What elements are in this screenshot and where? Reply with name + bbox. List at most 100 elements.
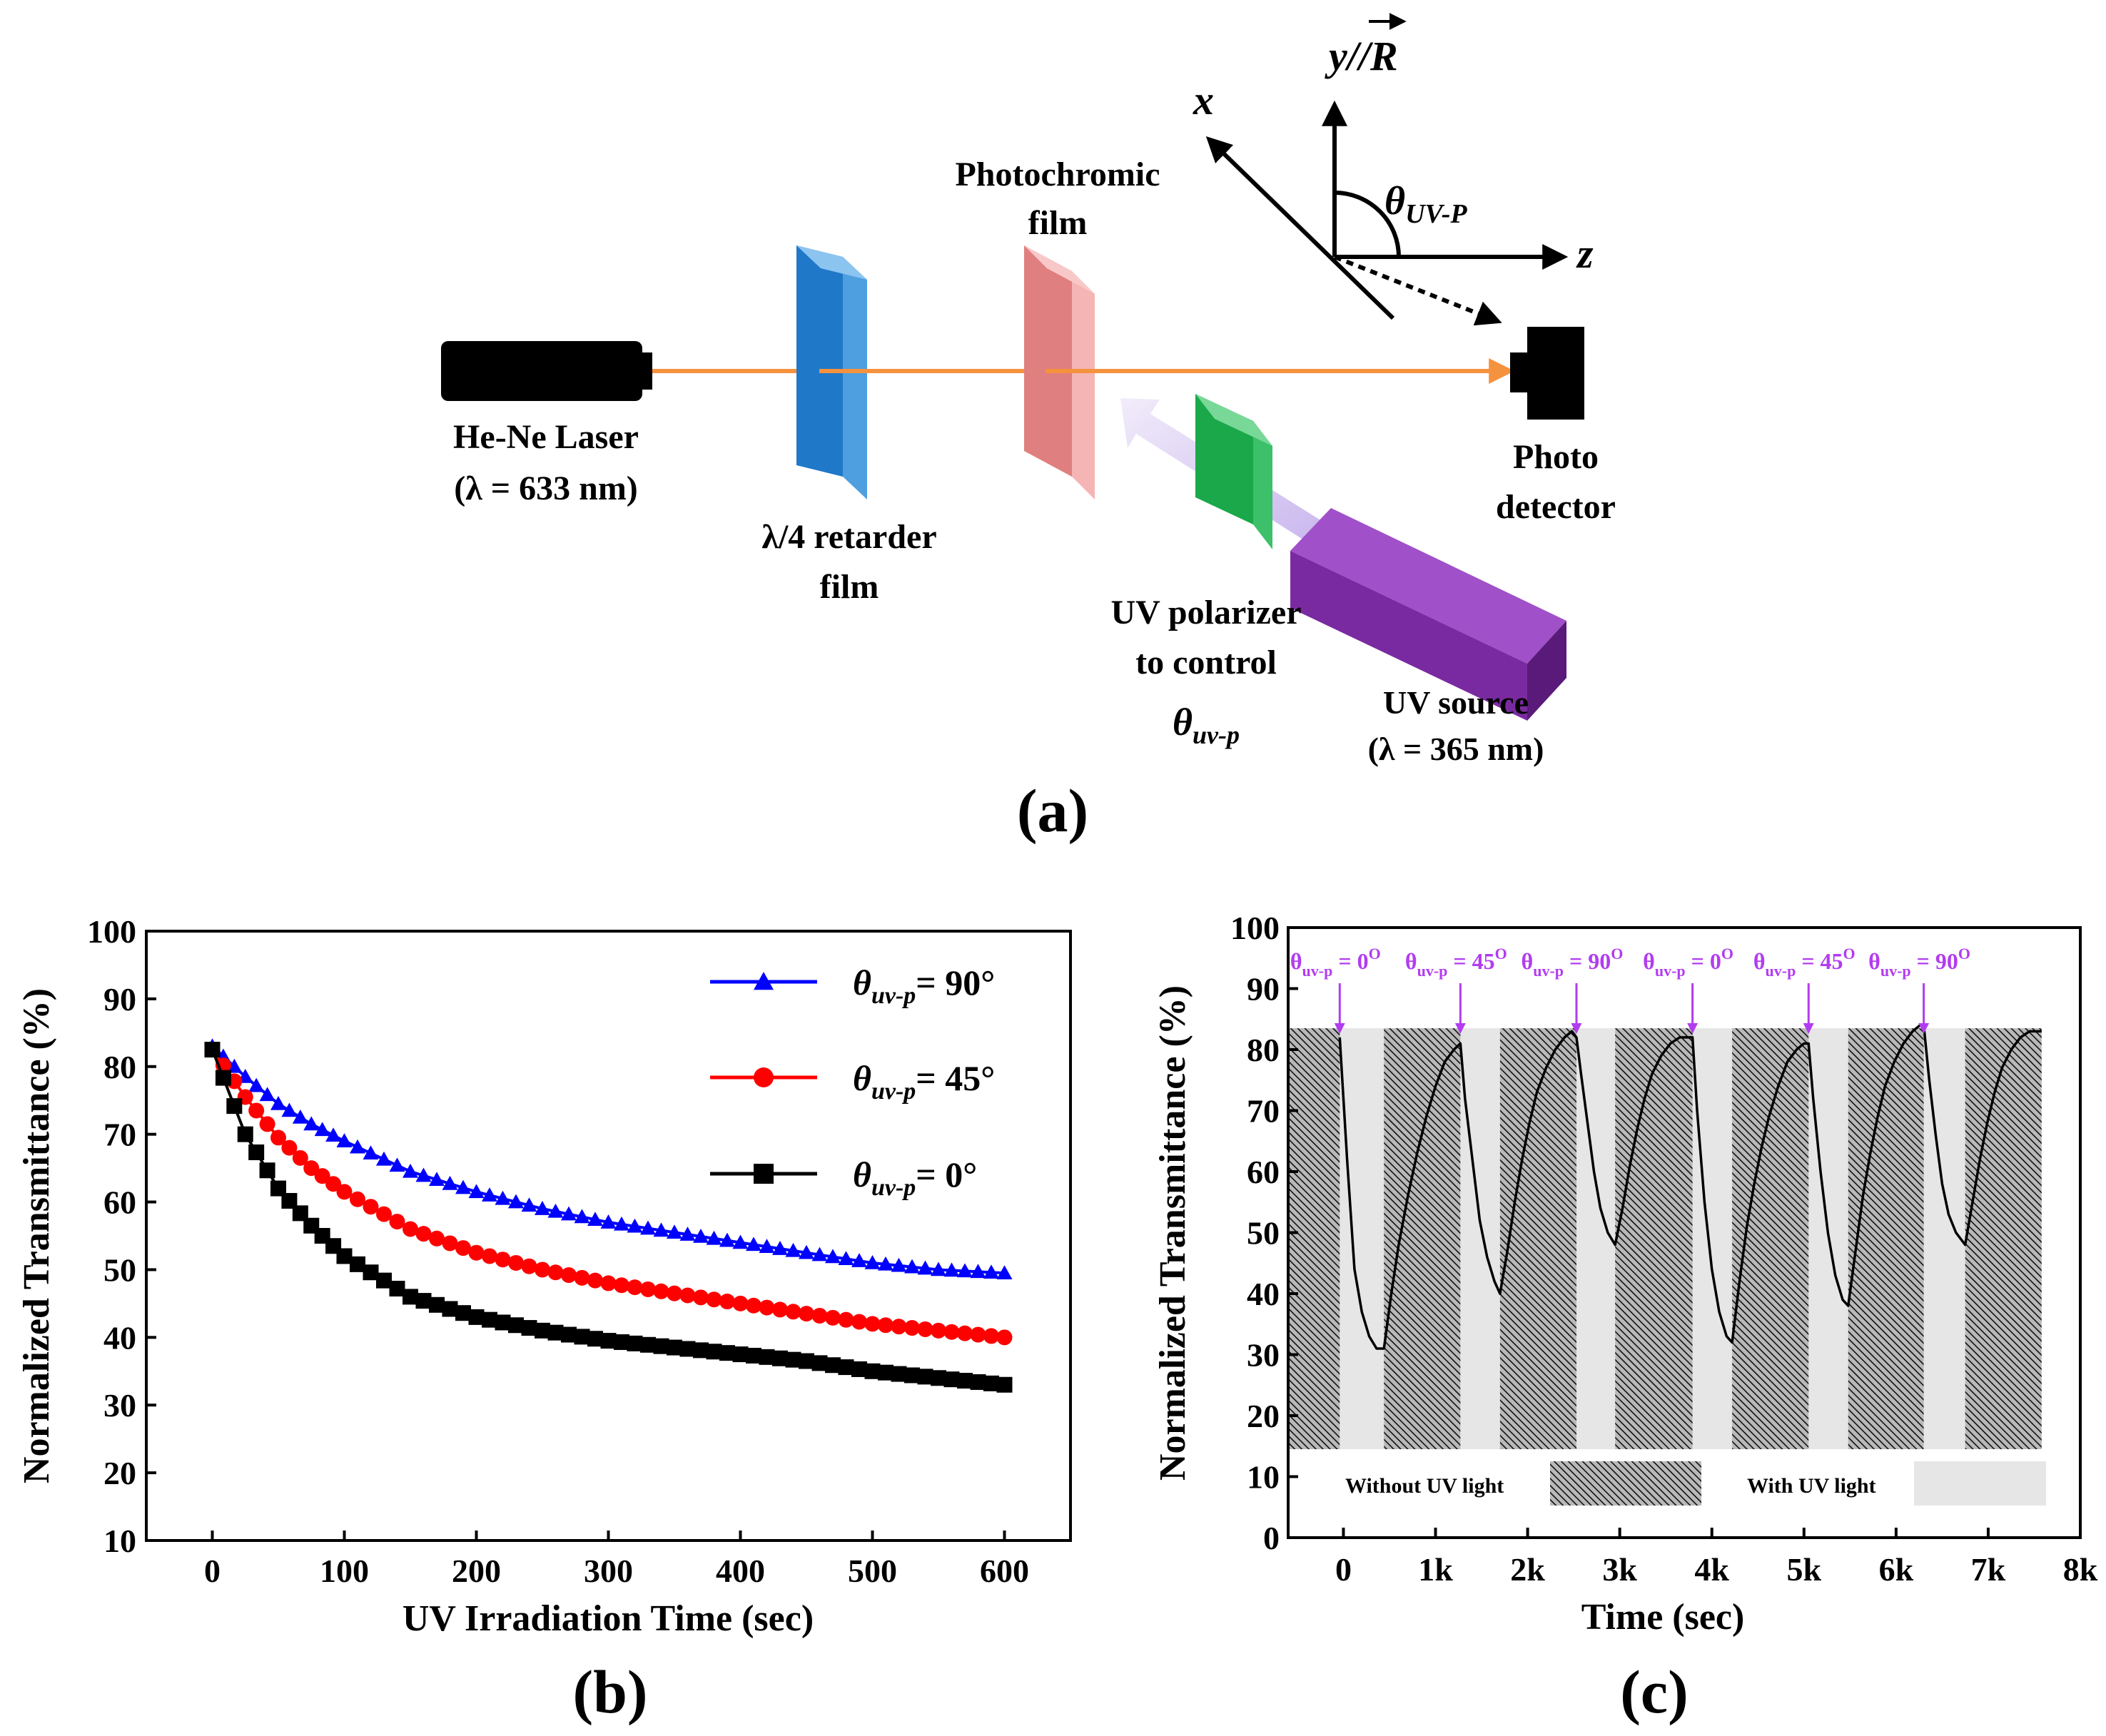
data-point: [983, 1375, 999, 1391]
data-point: [891, 1319, 907, 1335]
data-point: [455, 1179, 471, 1194]
data-point: [785, 1304, 801, 1320]
y-tick-label: 90: [1247, 971, 1280, 1007]
legend-with-uv-label: With UV light: [1747, 1474, 1876, 1498]
data-point: [785, 1242, 801, 1257]
chart-b-ticks: 0 100 200 300 400 500 600 10 20 30 40 50 60 70 80 90 100: [87, 913, 1029, 1589]
y-tick-label: 50: [103, 1252, 136, 1288]
angle-arc: [1334, 191, 1401, 258]
data-point: [336, 1133, 353, 1147]
y-tick-label: 70: [103, 1117, 136, 1153]
y-tick-label: 100: [1230, 910, 1280, 946]
uv-on-band: [1615, 1028, 1693, 1450]
data-point: [281, 1192, 298, 1209]
data-point: [970, 1326, 986, 1343]
y-tick-label: 90: [103, 981, 136, 1017]
data-point: [627, 1335, 643, 1351]
legend-without-uv-swatch: [1550, 1461, 1701, 1506]
data-point: [653, 1283, 669, 1299]
data-point: [719, 1232, 735, 1247]
y-tick-label: 30: [1247, 1337, 1280, 1374]
data-point: [996, 1329, 1013, 1346]
data-point: [561, 1326, 577, 1343]
y-tick-label: 100: [87, 913, 136, 950]
legend-with-uv-swatch: [1914, 1461, 2046, 1506]
data-point: [376, 1272, 392, 1289]
data-point: [292, 1149, 308, 1166]
data-point: [325, 1176, 342, 1192]
data-point: [325, 1127, 342, 1142]
data-point: [429, 1296, 445, 1313]
data-point: [270, 1130, 286, 1146]
data-point: [667, 1224, 682, 1239]
data-point: [415, 1167, 432, 1182]
data-point: [799, 1306, 814, 1322]
data-point: [996, 1265, 1013, 1279]
x-tick-label: 4k: [1694, 1551, 1729, 1588]
panel-b-chart: 0 100 200 300 400 500 600 10 20 30 40 50 60 70 80 90 100…: [16, 913, 1072, 1726]
data-point: [535, 1322, 550, 1339]
y-tick-label: 80: [103, 1049, 136, 1085]
chart-b-ylabel: Normalized Transmittance (%): [16, 988, 57, 1483]
data-point: [303, 1160, 320, 1177]
data-point: [270, 1095, 286, 1110]
chart-c-ylabel: Normalized Transmittance (%): [1153, 985, 1193, 1481]
laser-nozzle: [639, 352, 652, 390]
data-point: [772, 1301, 788, 1318]
data-point: [303, 1116, 320, 1131]
retarder-plate: [796, 245, 843, 477]
retarder-plate-side: [843, 257, 867, 499]
data-point: [508, 1194, 524, 1209]
data-point: [535, 1201, 550, 1215]
data-point: [226, 1058, 243, 1073]
axis-y-label: y//R: [1325, 33, 1398, 79]
uv-off-band: [1340, 1028, 1384, 1450]
annotation-label: θuv-p = 90O: [1868, 945, 1970, 980]
y-tick-label: 60: [1247, 1154, 1280, 1190]
data-point: [292, 1109, 308, 1124]
uv-source-top: [1290, 508, 1566, 664]
data-point: [693, 1289, 709, 1306]
data-point: [679, 1227, 696, 1241]
photochromic-label-1: Photochromic: [955, 156, 1160, 193]
data-point: [237, 1126, 253, 1142]
uv-source-front: [1290, 551, 1527, 721]
retarder-plate-top: [796, 245, 867, 280]
data-point: [746, 1297, 761, 1314]
data-point: [667, 1285, 682, 1301]
detector-label-1: Photo: [1513, 438, 1599, 476]
uv-on-band: [1848, 1028, 1924, 1450]
annotation-label: θuv-p = 0O: [1643, 945, 1733, 980]
data-point: [281, 1139, 298, 1156]
data-point: [574, 1209, 590, 1224]
y-tick-label: 40: [103, 1319, 136, 1356]
data-point: [482, 1187, 497, 1202]
data-point: [931, 1370, 946, 1386]
photochromic-film: [1024, 245, 1072, 477]
legend-marker: [754, 1164, 774, 1184]
x-tick-label: 500: [848, 1553, 897, 1589]
data-point: [521, 1197, 537, 1212]
uv-polarizer-side: [1253, 421, 1272, 549]
data-point: [442, 1175, 458, 1190]
data-point: [403, 1289, 418, 1305]
data-point: [600, 1214, 617, 1229]
photo-detector-window: [1510, 352, 1529, 392]
photochromic-film-side: [1072, 271, 1095, 499]
x-tick-label: 100: [320, 1553, 369, 1589]
data-point: [376, 1206, 392, 1222]
data-point: [614, 1334, 629, 1350]
data-point: [389, 1214, 405, 1230]
data-point: [614, 1277, 629, 1294]
data-point: [535, 1262, 550, 1278]
x-tick-label: 400: [716, 1553, 765, 1589]
x-tick-label: 7k: [1971, 1551, 2006, 1588]
data-point: [706, 1344, 722, 1360]
polarizer-label-1: UV polarizer: [1110, 594, 1301, 631]
data-point: [679, 1341, 696, 1357]
data-point: [943, 1324, 960, 1340]
data-point: [561, 1206, 577, 1221]
data-point: [248, 1077, 265, 1092]
data-point: [970, 1264, 986, 1279]
